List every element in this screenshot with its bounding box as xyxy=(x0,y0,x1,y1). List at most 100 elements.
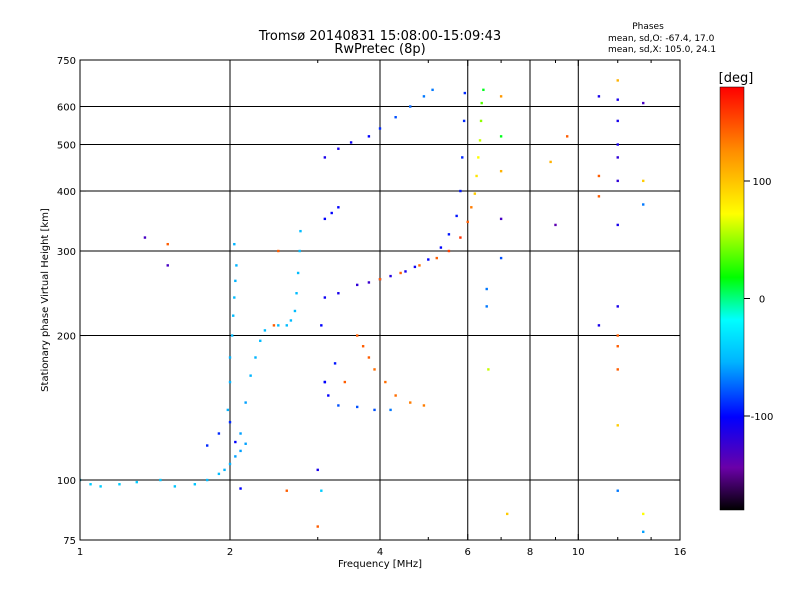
data-point xyxy=(355,405,359,409)
data-point xyxy=(217,432,221,435)
data-point xyxy=(89,483,92,486)
data-point xyxy=(293,309,297,313)
x-tick-label: 8 xyxy=(527,547,533,558)
data-point xyxy=(295,292,298,295)
data-point xyxy=(239,449,242,453)
data-point xyxy=(361,345,365,348)
data-point xyxy=(367,281,371,284)
data-point xyxy=(205,444,209,447)
data-point xyxy=(235,264,238,267)
data-point xyxy=(477,156,480,159)
data-point xyxy=(616,345,619,348)
data-point xyxy=(298,249,301,253)
y-tick-labels: 75 100 200 300 400 500 600 750 xyxy=(57,56,76,547)
data-point xyxy=(499,95,503,98)
data-point xyxy=(244,401,247,404)
data-point xyxy=(597,195,601,198)
data-point xyxy=(296,271,300,275)
data-point xyxy=(233,242,236,246)
data-point xyxy=(616,156,619,159)
data-point xyxy=(565,135,569,138)
data-point xyxy=(166,264,169,267)
data-point xyxy=(234,440,237,444)
data-point xyxy=(233,296,236,299)
x-tick-label: 6 xyxy=(465,547,471,558)
data-point xyxy=(239,487,242,490)
x-tick-label: 1 xyxy=(77,547,83,558)
data-point xyxy=(642,203,645,206)
data-point xyxy=(394,116,397,119)
data-point xyxy=(373,368,376,371)
data-point xyxy=(473,192,477,195)
data-point xyxy=(323,217,327,221)
data-point xyxy=(597,174,601,178)
data-point xyxy=(239,432,242,435)
data-point xyxy=(616,305,619,308)
data-point xyxy=(642,512,645,516)
x-tick-label: 2 xyxy=(227,547,233,558)
data-point xyxy=(480,101,483,105)
data-point xyxy=(234,455,237,458)
data-point xyxy=(554,223,557,227)
data-point xyxy=(254,356,257,359)
data-point xyxy=(389,408,392,412)
data-point xyxy=(597,324,601,327)
data-point xyxy=(418,264,421,267)
data-point xyxy=(259,339,262,343)
data-point xyxy=(118,483,121,486)
stats-heading: Phases xyxy=(632,22,664,32)
y-tick-label: 750 xyxy=(57,56,76,67)
data-point xyxy=(616,98,619,101)
data-point xyxy=(404,270,407,273)
data-point xyxy=(327,394,330,397)
y-tick-label: 200 xyxy=(57,332,76,343)
data-point xyxy=(478,139,482,142)
stats-line-o: mean, sd,O: -67.4, 17.0 xyxy=(608,34,715,44)
x-axis-label: Frequency [MHz] xyxy=(338,559,422,570)
data-point xyxy=(549,160,552,164)
data-point xyxy=(285,489,288,492)
data-point xyxy=(642,530,645,534)
data-point xyxy=(399,271,402,275)
data-point xyxy=(349,141,353,144)
data-point xyxy=(343,380,347,384)
data-point xyxy=(447,249,451,253)
data-point xyxy=(272,324,276,327)
data-point xyxy=(616,79,619,82)
data-point xyxy=(355,283,359,287)
data-point xyxy=(499,256,503,260)
data-point xyxy=(466,220,469,224)
axis-ticks xyxy=(79,59,681,541)
y-axis-label: Stationary phase Virtual Height [km] xyxy=(40,208,51,392)
data-point xyxy=(475,174,478,178)
data-point xyxy=(337,404,340,407)
data-point xyxy=(166,242,169,246)
data-point xyxy=(616,143,619,146)
data-point xyxy=(409,105,412,108)
x-tick-label: 4 xyxy=(377,547,383,558)
data-point xyxy=(470,206,473,209)
colorbar-tick-label: 0 xyxy=(759,295,765,306)
data-point xyxy=(323,156,327,159)
data-point xyxy=(205,478,209,482)
data-point xyxy=(616,119,619,123)
data-point xyxy=(230,334,234,337)
data-point xyxy=(431,88,434,92)
data-point xyxy=(143,236,147,239)
data-point xyxy=(499,217,503,221)
data-point xyxy=(487,368,490,371)
data-point xyxy=(427,258,430,261)
y-tick-label: 100 xyxy=(57,476,76,487)
data-point xyxy=(384,380,387,384)
data-point xyxy=(616,424,619,427)
data-point xyxy=(463,91,467,95)
data-point xyxy=(228,380,232,384)
chart-title: Tromsø 20140831 15:08:00-15:09:43 xyxy=(258,29,501,44)
data-point xyxy=(337,206,340,209)
y-tick-label: 300 xyxy=(57,247,76,258)
data-point xyxy=(459,236,462,239)
data-point xyxy=(389,274,392,278)
data-point xyxy=(99,485,102,488)
data-point xyxy=(323,296,327,299)
